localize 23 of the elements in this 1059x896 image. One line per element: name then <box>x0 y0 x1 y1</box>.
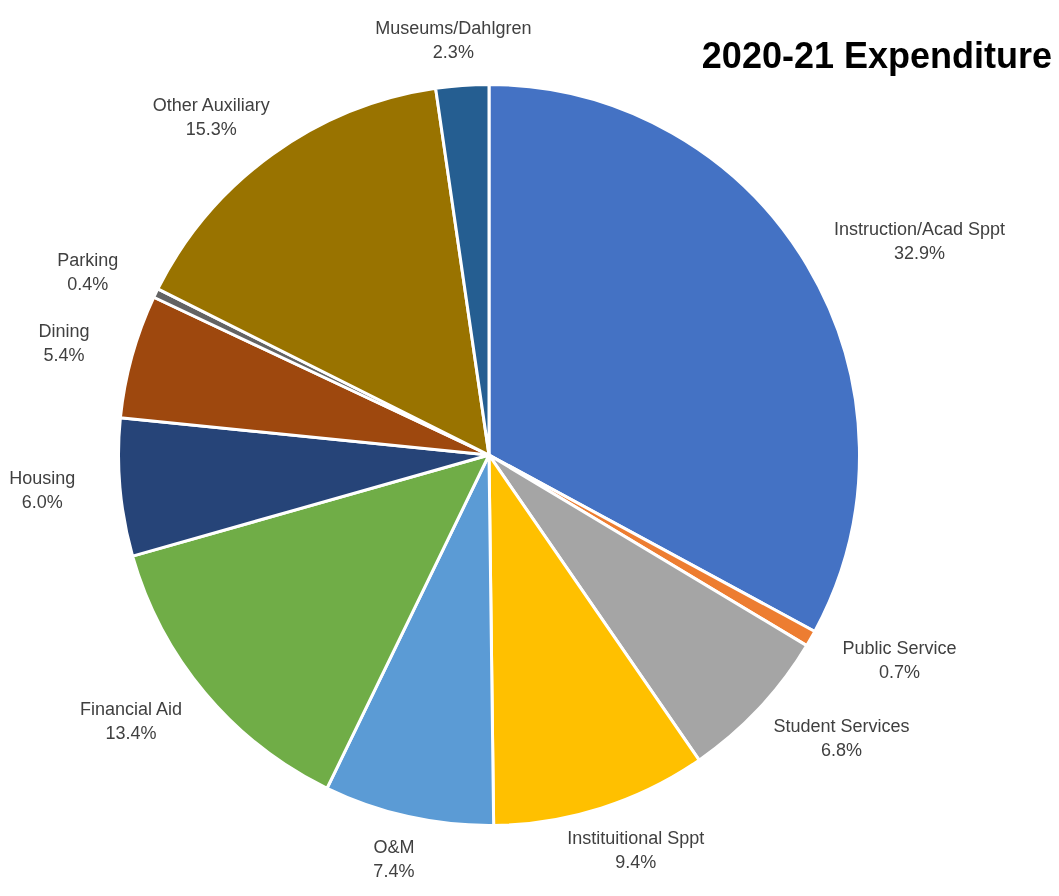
chart-title: 2020-21 Expenditure <box>701 34 1052 76</box>
slice-label: Financial Aid <box>80 698 183 719</box>
slice-label: Other Auxiliary <box>152 95 270 116</box>
slice-label: Museums/Dahlgren <box>375 17 532 38</box>
data-label: 0.4% <box>67 274 109 295</box>
slice-label: Public Service <box>842 637 957 658</box>
data-label: 0.7% <box>878 661 920 682</box>
data-label: 2.3% <box>432 41 474 62</box>
slice-label: Housing <box>9 468 76 489</box>
slice-label: Instituitional Sppt <box>567 827 705 848</box>
data-label: 6.0% <box>21 492 63 513</box>
data-label: 6.8% <box>820 740 862 761</box>
data-label: 15.3% <box>185 119 237 140</box>
slice-label: Instruction/Acad Sppt <box>833 219 1006 240</box>
slice-label: O&M <box>373 837 415 858</box>
slice-label: Dining <box>38 321 90 342</box>
data-label: 7.4% <box>373 861 415 882</box>
data-label: 5.4% <box>43 345 85 366</box>
data-label: 9.4% <box>615 851 657 872</box>
data-label: 32.9% <box>893 243 945 264</box>
slice-label: Student Services <box>773 716 910 737</box>
data-label: 13.4% <box>105 722 157 743</box>
slice-label: Parking <box>57 250 119 271</box>
